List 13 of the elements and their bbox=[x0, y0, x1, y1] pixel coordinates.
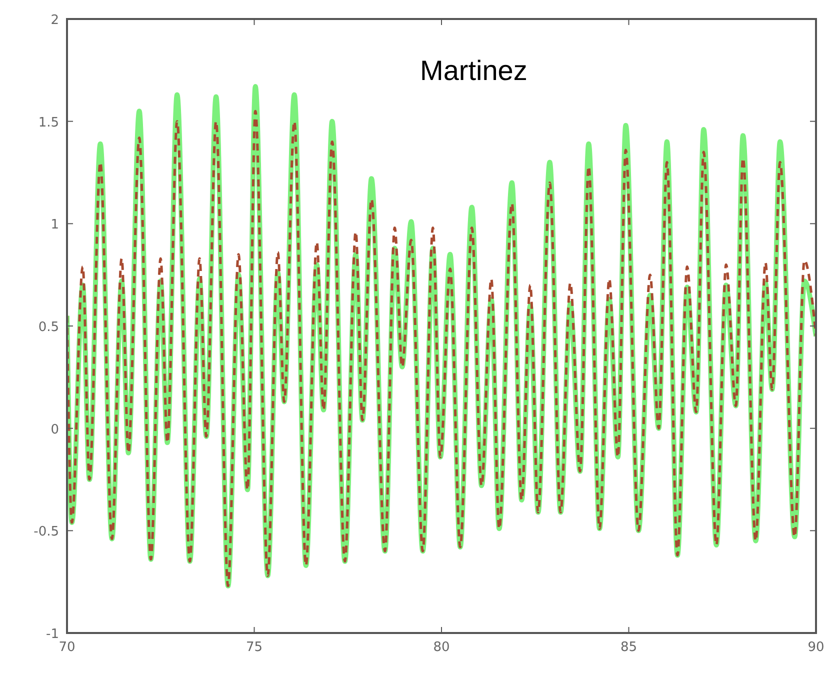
annotation: Martinez bbox=[420, 55, 528, 86]
y-tick-label: 2 bbox=[50, 13, 59, 28]
y-tick-label: 0 bbox=[50, 422, 59, 438]
y-tick-label: -0.5 bbox=[34, 524, 59, 540]
x-tick-label: 75 bbox=[246, 640, 263, 655]
x-tick-label: 80 bbox=[433, 640, 450, 655]
y-tick-label: 1.5 bbox=[38, 115, 59, 130]
x-tick-label: 70 bbox=[58, 640, 76, 655]
y-tick-label: -1 bbox=[46, 627, 59, 642]
y-tick-label: 1 bbox=[50, 218, 59, 233]
x-tick-label: 85 bbox=[620, 640, 638, 655]
y-tick-label: 0.5 bbox=[38, 320, 59, 335]
x-tick-label: 90 bbox=[808, 640, 824, 655]
